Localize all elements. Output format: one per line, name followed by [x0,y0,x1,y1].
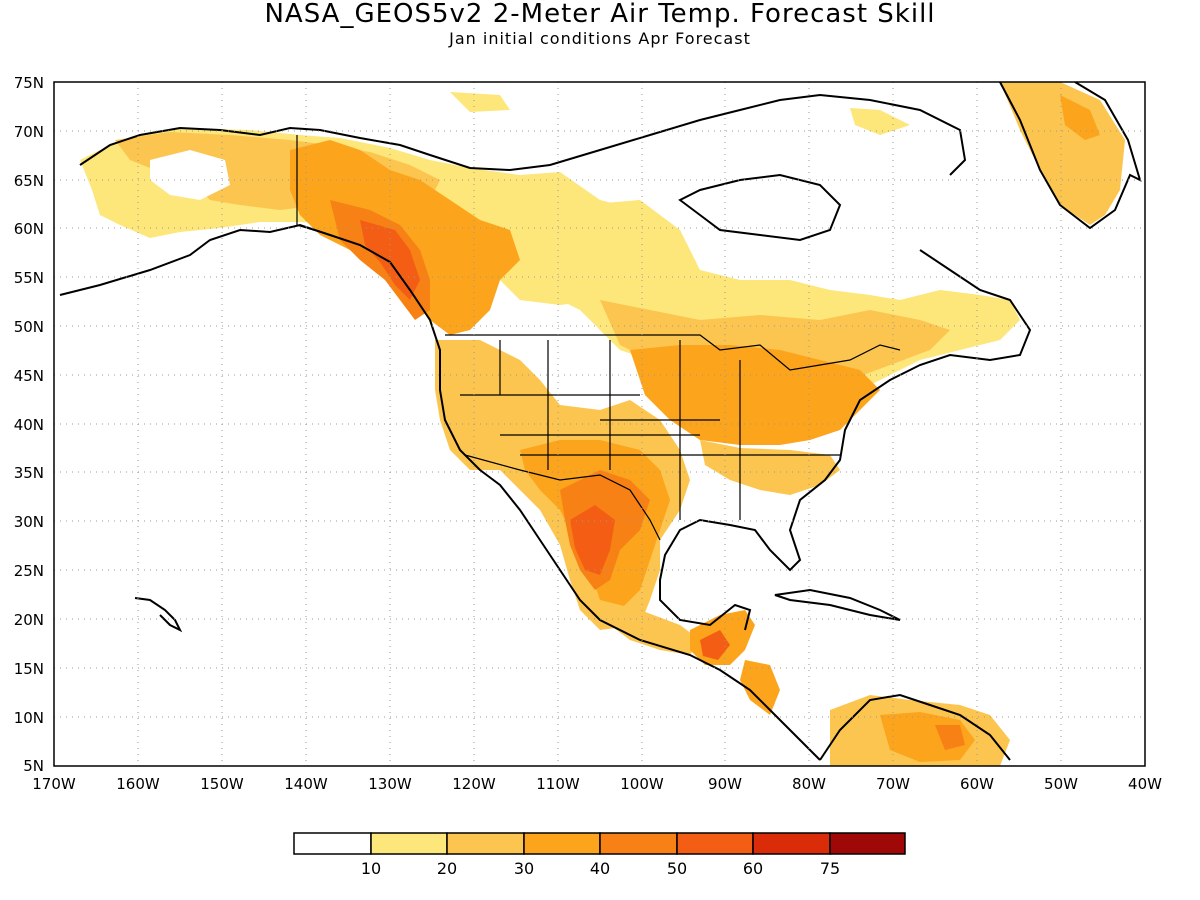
skill-region-greenland [1000,82,1125,225]
skill-region-centralam-hot [700,630,730,660]
colorbar-label: 20 [437,859,457,878]
border-us-mexico [464,454,661,541]
coastline-east [659,249,1032,631]
lat-labels: 75N 70N 65N 60N 55N 50N 45N 40N 35N 30N … [14,74,44,775]
colorbar-swatch [446,832,525,855]
lat-label: 70N [14,123,44,141]
lat-label: 35N [14,464,44,482]
lon-label: 120W [452,775,496,793]
colorbar-label: 30 [514,859,534,878]
lon-label: 80W [792,775,826,793]
lat-label: 55N [14,269,44,287]
skill-region-bc-core [360,220,420,300]
colorbar [293,832,906,855]
coastline-greenland [999,82,1142,230]
lat-label: 50N [14,318,44,336]
coastline-cuba [774,588,901,621]
skill-region-mexico-core [570,505,615,575]
skill-region-greenland-hot [1060,95,1100,140]
border-states-v1 [499,340,741,520]
skill-region-east-us-low [700,440,840,495]
coastline-north [79,93,967,176]
skill-region-mexico-south [600,600,700,655]
colorbar-swatch [370,832,448,855]
map-subtitle: Jan initial conditions Apr Forecast [449,29,751,48]
map-title: NASA_GEOS5v2 2-Meter Air Temp. Forecast … [264,0,936,29]
lat-label: 15N [14,660,44,678]
coastlines [59,82,1142,761]
colorbar-swatch [676,832,754,855]
skill-region-southam-hot [880,712,975,762]
map-frame [53,81,1146,767]
colorbar-label: 50 [667,859,687,878]
lon-label: 60W [960,775,994,793]
lon-label: 140W [284,775,328,793]
border-states-h1 [460,394,840,456]
skill-region-canada [520,200,1020,420]
coastline-southam [819,693,1011,761]
skill-region-arctic-e [850,108,910,135]
coastline-alaska [59,223,821,761]
lat-label: 5N [23,757,44,775]
colorbar-swatch [293,832,372,855]
coastline-hudson [678,173,842,242]
lat-label: 65N [14,172,44,190]
lat-label: 20N [14,611,44,629]
colorbar-label: 60 [743,859,763,878]
lat-label: 40N [14,416,44,434]
lon-label: 100W [620,775,664,793]
colorbar-swatch [829,832,906,855]
skill-field [80,82,1125,766]
lat-label: 75N [14,74,44,92]
colorbar-label: 75 [820,859,840,878]
colorbar-swatch [523,832,601,855]
colorbar-label: 10 [361,859,381,878]
lon-labels: 170W 160W 150W 140W 130W 120W 110W 100W … [32,775,1162,793]
skill-region-alaska-clear [150,150,230,200]
lon-label: 150W [200,775,244,793]
lon-label: 110W [536,775,580,793]
lon-label: 170W [32,775,76,793]
coastline-hawaii [134,597,183,633]
lat-label: 60N [14,220,44,238]
border-us-canada [445,334,901,371]
colorbar-labels: 10 20 30 40 50 60 75 [361,859,840,878]
lat-label: 45N [14,367,44,385]
lon-label: 40W [1128,775,1162,793]
skill-region-southam-core [935,725,965,750]
colorbar-label: 40 [590,859,610,878]
colorbar-swatch [752,832,831,855]
border-alaska-canada [296,135,331,236]
lon-label: 90W [708,775,742,793]
lon-label: 160W [116,775,160,793]
skill-region-arctic [450,92,510,112]
colorbar-swatch [599,832,678,855]
lat-label: 25N [14,562,44,580]
lat-label: 30N [14,513,44,531]
lon-label: 130W [368,775,412,793]
lon-label: 50W [1044,775,1078,793]
skill-region-nicaragua [740,660,780,715]
lon-label: 70W [876,775,910,793]
lat-label: 10N [14,709,44,727]
political-borders [296,135,901,541]
graticule [54,82,1145,766]
